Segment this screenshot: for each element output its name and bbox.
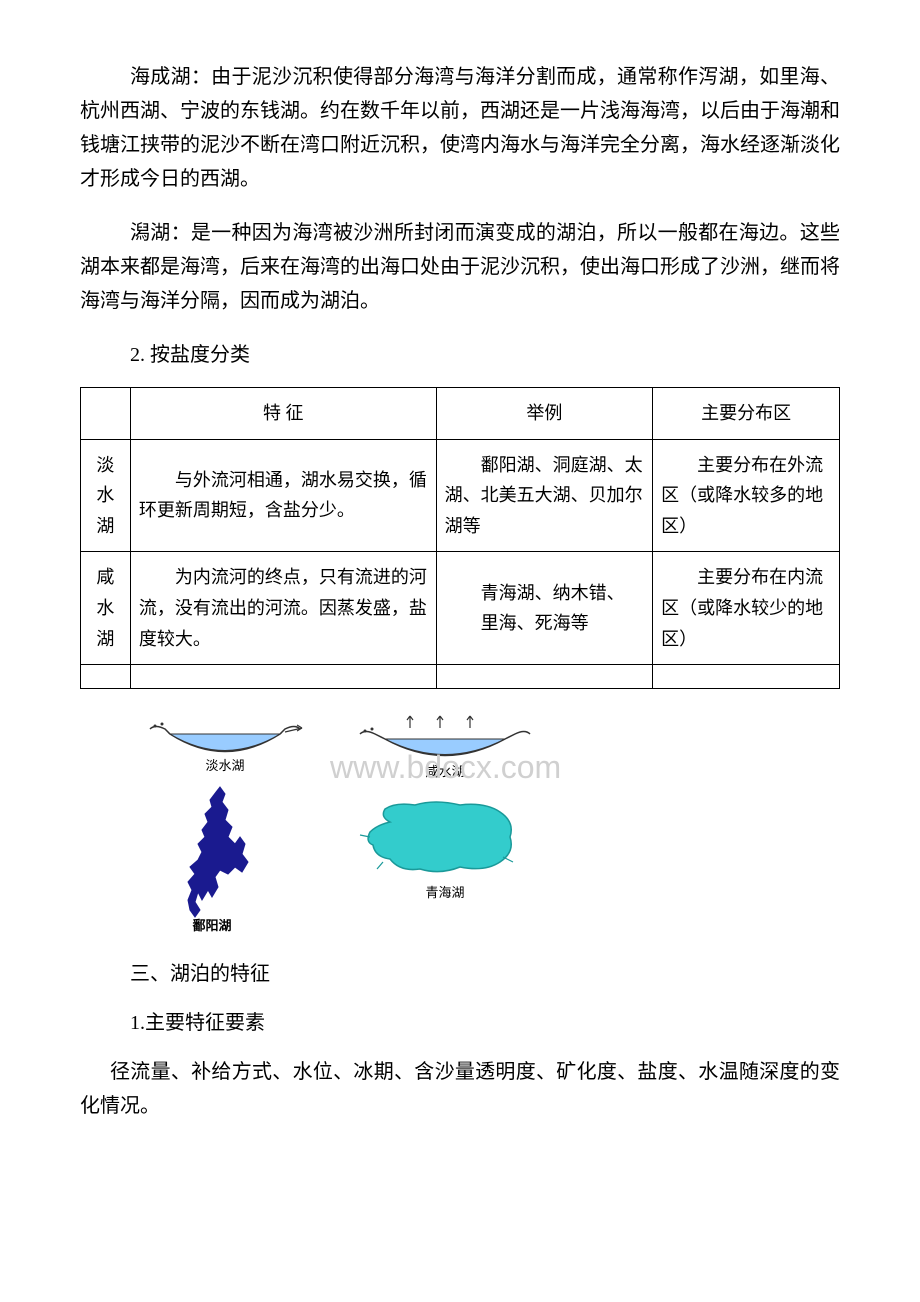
header-example: 举例	[436, 388, 653, 440]
cell-salt-distribution: 主要分布在内流区（或降水较少的地区）	[653, 552, 840, 665]
row-label-fresh: 淡水湖	[81, 439, 131, 552]
freshwater-diagram-col: 淡水湖 鄱阳湖	[140, 714, 310, 932]
paragraph-xihu: 潟湖：是一种因为海湾被沙洲所封闭而演变成的湖泊，所以一般都在海边。这些湖本来都是…	[80, 216, 840, 318]
row-label-salt: 咸水湖	[81, 552, 131, 665]
heading-salinity: 2. 按盐度分类	[80, 338, 840, 372]
cell-fresh-example: 鄱阳湖、洞庭湖、太湖、北美五大湖、贝加尔湖等	[436, 439, 653, 552]
paragraph-elements: 径流量、补给方式、水位、冰期、含沙量透明度、矿化度、盐度、水温随深度的变化情况。	[80, 1055, 840, 1123]
empty-cell	[130, 665, 436, 689]
saltwater-cross-section-icon: 咸水湖	[350, 714, 540, 779]
table-empty-row	[81, 665, 840, 689]
heading-lake-features: 三、湖泊的特征	[80, 957, 840, 991]
cell-salt-example: 青海湖、纳木错、 里海、死海等	[436, 552, 653, 665]
qinghai-label: 青海湖	[425, 885, 464, 900]
header-feature: 特 征	[130, 388, 436, 440]
fresh-cross-label: 淡水湖	[205, 758, 244, 773]
salinity-table: 特 征 举例 主要分布区 淡水湖 与外流河相通，湖水易交换，循环更新周期短，含盐…	[80, 387, 840, 689]
table-row: 咸水湖 为内流河的终点，只有流进的河流，没有流出的河流。因蒸发盛，盐度较大。 青…	[81, 552, 840, 665]
empty-cell	[653, 665, 840, 689]
salt-cross-label: 咸水湖	[425, 764, 464, 779]
paragraph-haicheng: 海成湖：由于泥沙沉积使得部分海湾与海洋分割而成，通常称作泻湖，如里海、杭州西湖、…	[80, 60, 840, 196]
heading-main-elements: 1.主要特征要素	[80, 1006, 840, 1040]
saltwater-diagram-col: 咸水湖 青海湖	[350, 714, 540, 907]
header-distribution: 主要分布区	[653, 388, 840, 440]
lake-diagram-row: 淡水湖 鄱阳湖 咸水湖 青海湖	[140, 714, 840, 932]
empty-cell	[436, 665, 653, 689]
qinghai-lake-icon: 青海湖	[355, 787, 535, 907]
cell-fresh-distribution: 主要分布在外流区（或降水较多的地区）	[653, 439, 840, 552]
cell-salt-feature: 为内流河的终点，只有流进的河流，没有流出的河流。因蒸发盛，盐度较大。	[130, 552, 436, 665]
freshwater-cross-section-icon: 淡水湖	[140, 714, 310, 774]
poyang-label: 鄱阳湖	[191, 918, 231, 932]
poyang-lake-icon: 鄱阳湖	[170, 782, 280, 932]
cell-fresh-feature: 与外流河相通，湖水易交换，循环更新周期短，含盐分少。	[130, 439, 436, 552]
table-row: 淡水湖 与外流河相通，湖水易交换，循环更新周期短，含盐分少。 鄱阳湖、洞庭湖、太…	[81, 439, 840, 552]
header-empty	[81, 388, 131, 440]
empty-cell	[81, 665, 131, 689]
table-header-row: 特 征 举例 主要分布区	[81, 388, 840, 440]
